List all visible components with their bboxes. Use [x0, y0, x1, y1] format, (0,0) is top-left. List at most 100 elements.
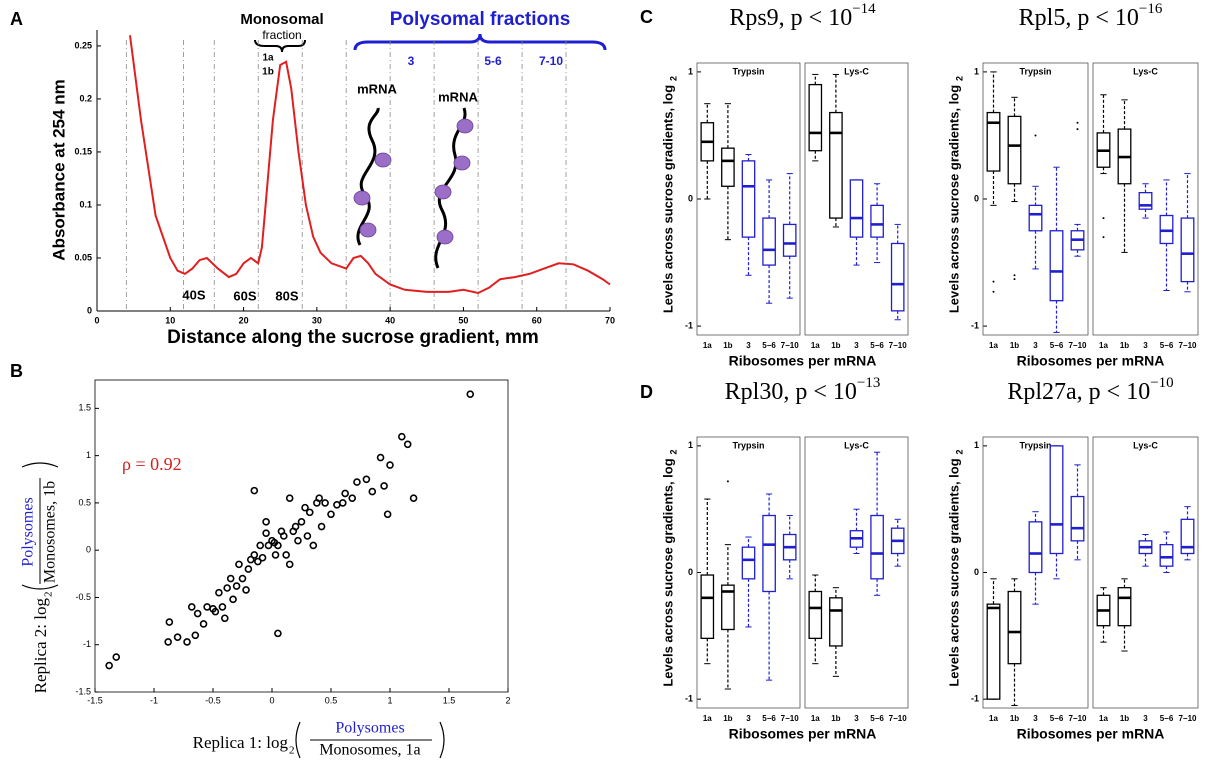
x-tick-label: 1a [989, 341, 998, 350]
scatter-point [282, 551, 290, 559]
scatter-point [112, 653, 121, 661]
scatter-point [191, 631, 200, 640]
x-tick-label: 1b [723, 714, 732, 723]
x-tick-label: 1a [811, 714, 820, 723]
y-tick-label: 0 [974, 193, 979, 203]
annotation: Polysomal fractions [390, 9, 571, 30]
paren [439, 721, 445, 759]
x-tick-label: 3 [1143, 341, 1148, 350]
chart-title: Rpl5, p < 10−16 [1019, 1, 1163, 30]
scatter-point [199, 620, 208, 628]
x-tick-label: 1b [1120, 341, 1129, 350]
scatter-point [301, 503, 309, 512]
y-axis-label: Levels across sucrose gradients, log [660, 458, 675, 686]
x-tick-label: 0.5 [325, 695, 338, 705]
box [1180, 518, 1195, 555]
box [741, 160, 756, 238]
scatter-point [386, 461, 394, 469]
scatter-point [223, 584, 231, 592]
outlier [1076, 121, 1079, 124]
scatter-point [274, 541, 282, 550]
x-tick-label: 7−10 [1178, 341, 1197, 350]
panel-label: D [640, 382, 653, 402]
scatter-point [187, 603, 196, 611]
y-axis-label-numerator: Polysomes [20, 497, 37, 566]
annotation: 60S [233, 288, 256, 303]
chart-title: Rpl27a, p < 10−10 [1007, 375, 1173, 404]
outlier [1013, 274, 1016, 277]
scatter-point [250, 486, 259, 495]
scatter-point [294, 536, 302, 545]
x-axis-label-denominator: Monosomes, 1a [319, 742, 420, 759]
x-tick-label: 20 [239, 315, 249, 325]
subpanel-frame [696, 436, 801, 709]
subpanel-frame [696, 62, 801, 336]
scatter-point [238, 574, 247, 583]
scatter-point [317, 522, 326, 531]
y-axis-label-sub: 2 [668, 76, 678, 81]
chart-title-exponent: −13 [857, 375, 880, 391]
y-tick-label: 0 [87, 305, 92, 315]
box [1180, 217, 1195, 283]
y-tick-label: -1 [685, 320, 693, 330]
x-tick-label: 5−6 [1050, 714, 1064, 723]
scatter-point [262, 518, 270, 526]
box [986, 603, 1001, 700]
x-tick-label: -1.5 [87, 695, 103, 705]
x-axis-label: Ribosomes per mRNA [729, 353, 877, 369]
scatter-point [315, 494, 324, 502]
box [721, 584, 735, 631]
scatter-point [327, 510, 335, 519]
x-tick-label: 5−6 [762, 714, 776, 723]
correlation-annotation: ρ = 0.92 [122, 454, 182, 474]
y-tick-label: -1 [971, 694, 979, 704]
y-tick-label: 0 [974, 567, 979, 577]
annotation: 1a [262, 53, 274, 64]
subpanel-name: Trypsin [1019, 440, 1051, 450]
chart-title-exponent: −16 [1139, 1, 1163, 17]
scatter-point [466, 390, 475, 398]
annotation: mRNA [357, 81, 397, 96]
box [870, 514, 884, 580]
y-tick-label: 0.05 [74, 252, 92, 262]
scatter-point [285, 560, 294, 569]
box [849, 179, 864, 238]
subpanel-frame [804, 62, 909, 336]
x-tick-label: 1a [703, 341, 712, 350]
polysomal-bracket [353, 33, 607, 51]
paren [295, 721, 301, 759]
scatter-point [285, 494, 294, 502]
box [1138, 191, 1153, 210]
x-tick-label: 7−10 [781, 714, 800, 723]
y-tick-label: -1 [971, 320, 979, 330]
subpanel-name: Lys-C [844, 66, 869, 76]
paren [21, 462, 59, 468]
y-tick-label: 1 [86, 450, 91, 460]
y-tick-label: 0 [688, 193, 693, 203]
paren [21, 584, 59, 590]
subpanel-frame [982, 62, 1089, 336]
box [721, 147, 735, 187]
x-axis-label-sub: 2 [289, 745, 295, 757]
scatter-point [193, 609, 202, 618]
y-tick-label: 1 [688, 66, 693, 76]
x-tick-label: 1b [1120, 714, 1129, 723]
y-axis-label: Levels across sucrose gradients, log [660, 85, 675, 313]
outlier [1076, 128, 1079, 131]
chart-title: Rpl30, p < 10−13 [725, 375, 881, 404]
monosomal-bracket [254, 39, 306, 53]
box [1049, 445, 1064, 555]
scatter-point [409, 494, 418, 502]
box [808, 590, 823, 640]
x-tick-label: -0.5 [205, 695, 221, 705]
x-tick-label: 3 [746, 714, 751, 723]
scatter-point [297, 518, 306, 526]
box [1028, 204, 1043, 232]
x-tick-label: 0 [269, 695, 274, 705]
y-tick-label: -1.5 [75, 686, 91, 696]
y-tick-label: 0.5 [78, 497, 91, 507]
x-tick-label: 1b [1010, 341, 1019, 350]
box [808, 83, 823, 152]
scatter-point [203, 603, 211, 611]
